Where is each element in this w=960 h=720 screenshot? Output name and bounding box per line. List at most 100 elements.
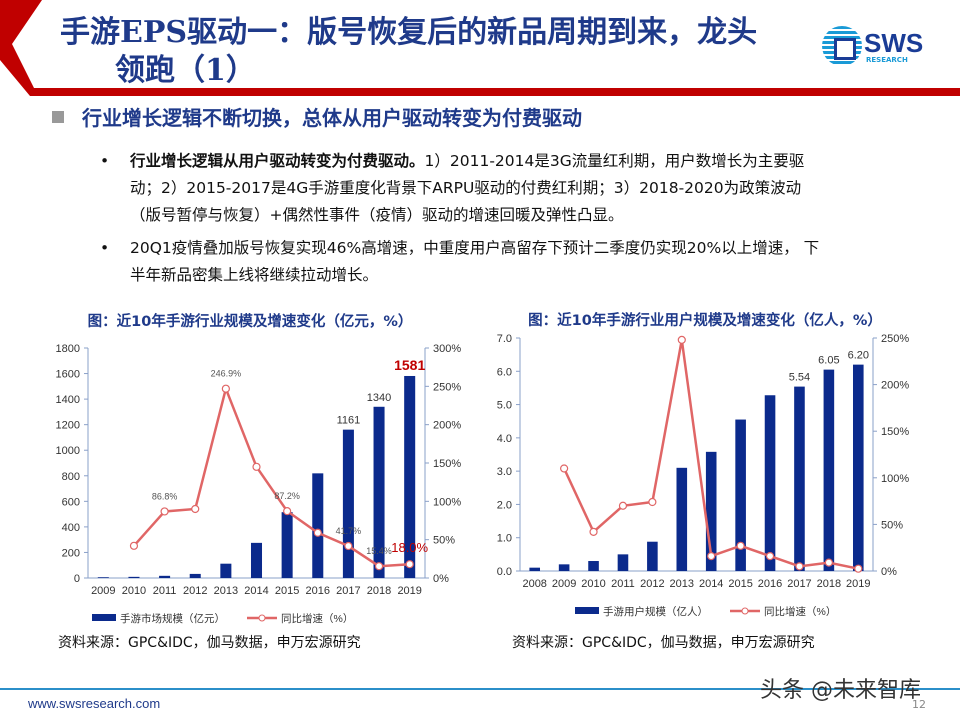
growth-point: [160, 507, 169, 516]
x-tick: 2014: [244, 585, 268, 597]
growth-point: [560, 464, 569, 473]
x-tick: 2010: [122, 585, 146, 597]
line-label: 86.8%: [152, 491, 178, 501]
growth-point: [824, 558, 833, 567]
y-left-tick: 1200: [56, 420, 80, 432]
bullet-item: 行业增长逻辑从用户驱动转变为付费驱动。1）2011-2014是3G流量红利期，用…: [100, 148, 830, 229]
y-left-tick: 1000: [56, 445, 80, 457]
bar: [281, 512, 293, 578]
footer-divider: [0, 688, 960, 690]
bar: [250, 542, 263, 578]
line-label: 15.4%: [366, 546, 392, 556]
bar: [220, 563, 232, 578]
bar: [373, 406, 385, 578]
square-bullet-icon: [52, 111, 64, 123]
growth-point: [648, 497, 657, 507]
growth-point: [283, 507, 292, 516]
y-right-tick: 0%: [881, 566, 897, 578]
x-tick: 2016: [758, 578, 782, 590]
y-left-tick: 1400: [56, 394, 80, 406]
chart-user-size: 0.0 1.0 2.0 3.0 4.0 5.0 6.0 7.0 0% 50% 100% 150% 200…: [497, 333, 910, 618]
y-left-tick: 1.0: [497, 533, 512, 545]
bullet-item: 20Q1疫情叠加版号恢复实现46%高增速，中重度用户高留存下预计二季度仍实现20…: [100, 235, 830, 289]
bar: [312, 473, 324, 578]
line-label: 41.7%: [336, 526, 362, 536]
chart-market-size: 0 200 400 600 800 1000 1200 1400 1600 1800 0% 50% 10…: [56, 343, 462, 625]
bar: [342, 429, 354, 578]
legend-line-label: 同比增速（%）: [764, 605, 836, 618]
x-tick: 2014: [699, 578, 723, 590]
bar: [529, 567, 541, 571]
x-tick: 2009: [552, 578, 576, 590]
y-right-tick: 50%: [433, 535, 455, 547]
legend-line-label: 同比增速（%）: [281, 612, 353, 625]
bar-label: 1581: [394, 357, 425, 373]
y-left-tick: 6.0: [497, 366, 512, 378]
page-title: 手游EPS驱动一：版号恢复后的新品周期到来，龙头 领跑（1）: [60, 15, 758, 88]
x-tick: 2015: [728, 578, 752, 590]
x-tick: 2013: [670, 578, 694, 590]
legend-line-marker: [258, 614, 266, 622]
growth-point: [677, 335, 686, 344]
bar: [764, 395, 776, 571]
legend-bar-label: 手游市场规模（亿元）: [120, 612, 225, 625]
growth-point: [707, 551, 716, 561]
y-right-tick: 150%: [433, 458, 461, 470]
bar: [97, 577, 109, 578]
y-left-tick: 800: [62, 471, 80, 483]
chart1-title: 图：近10年手游行业规模及增速变化（亿元，%）: [87, 314, 413, 330]
footer-url[interactable]: www.swsresearch.com: [28, 696, 161, 711]
growth-point: [854, 564, 863, 573]
y-right-tick: 200%: [881, 380, 909, 392]
line-label: 87.2%: [274, 491, 300, 501]
y-right-tick: 100%: [433, 496, 461, 508]
bar: [823, 369, 835, 571]
growth-point: [252, 462, 261, 471]
bar: [128, 576, 140, 578]
growth-point: [736, 541, 745, 550]
bar: [558, 564, 570, 571]
section-heading: 行业增长逻辑不断切换，总体从用户驱动转变为付费驱动: [52, 102, 582, 131]
watermark: 头条 @未来智库: [760, 678, 921, 703]
sws-logo: SWS RESEARCH: [822, 26, 942, 70]
y-left-tick: 2.0: [497, 499, 512, 511]
x-tick: 2015: [275, 585, 299, 597]
growth-point: [129, 541, 139, 550]
bar-label: 1161: [337, 415, 361, 427]
growth-point: [589, 527, 598, 536]
y-right-tick: 50%: [881, 519, 903, 531]
growth-point: [405, 560, 414, 569]
bar: [676, 467, 688, 571]
x-tick: 2010: [581, 578, 605, 590]
x-tick: 2012: [183, 585, 207, 597]
y-right-tick: 250%: [881, 333, 909, 345]
growth-point: [765, 551, 775, 561]
y-left-tick: 3.0: [497, 466, 512, 478]
bar-label: 6.05: [818, 355, 839, 367]
x-tick: 2016: [306, 585, 330, 597]
y-right-tick: 0%: [433, 573, 449, 585]
y-left-tick: 7.0: [497, 333, 512, 345]
x-tick: 2011: [153, 585, 177, 597]
bar-label: 6.20: [848, 350, 869, 362]
chart2-title: 图：近10年手游行业用户规模及增速变化（亿人，%）: [528, 313, 882, 329]
bar: [794, 386, 805, 571]
legend-bar-swatch: [575, 607, 599, 614]
x-tick: 2017: [336, 585, 360, 597]
bar: [852, 364, 864, 571]
bar: [647, 541, 658, 571]
bar: [705, 451, 717, 571]
growth-point: [221, 384, 230, 393]
legend-bar-swatch: [92, 614, 116, 621]
line-label: 246.9%: [211, 369, 242, 379]
bar: [735, 419, 746, 571]
y-left-tick: 600: [62, 496, 80, 508]
y-left-tick: 0.0: [497, 566, 512, 578]
x-tick: 2013: [214, 585, 238, 597]
legend-bar-label: 手游用户规模（亿人）: [603, 605, 708, 618]
x-tick: 2008: [522, 578, 546, 590]
bar: [617, 554, 629, 571]
x-tick: 2018: [817, 578, 841, 590]
growth-point: [374, 562, 384, 571]
x-tick: 2018: [367, 585, 391, 597]
